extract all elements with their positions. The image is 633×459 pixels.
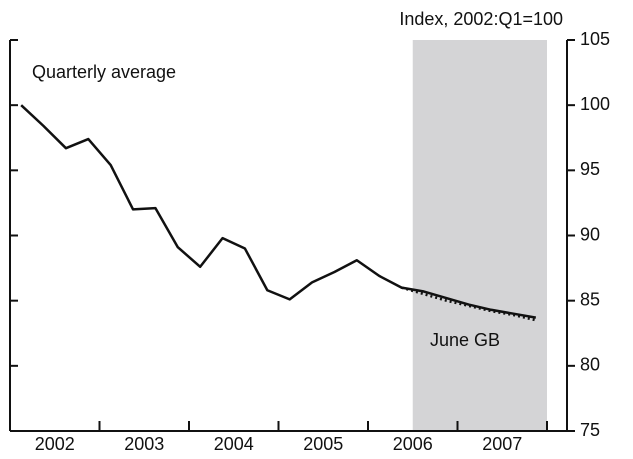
y-tick-label: 100: [580, 94, 610, 114]
x-tick-label: 2004: [214, 434, 254, 454]
y-tick-label: 95: [580, 159, 600, 179]
y-tick-label: 105: [580, 29, 610, 49]
x-tick-label: 2005: [303, 434, 343, 454]
shaded-region: [412, 40, 547, 431]
x-tick-label: 2002: [35, 434, 75, 454]
y-tick-label: 85: [580, 289, 600, 309]
line-series: [401, 286, 537, 322]
y-axis-label: Index, 2002:Q1=100: [399, 9, 563, 29]
x-tick-label: 2007: [482, 434, 522, 454]
y-tick-label: 80: [580, 355, 600, 375]
y-tick-label: 75: [580, 420, 600, 440]
x-tick-label: 2003: [124, 434, 164, 454]
y-tick-label: 90: [580, 224, 600, 244]
line-series: [20, 104, 537, 319]
x-tick-label: 2006: [393, 434, 433, 454]
annotation: June GB: [430, 330, 500, 350]
annotation: Quarterly average: [32, 62, 176, 82]
